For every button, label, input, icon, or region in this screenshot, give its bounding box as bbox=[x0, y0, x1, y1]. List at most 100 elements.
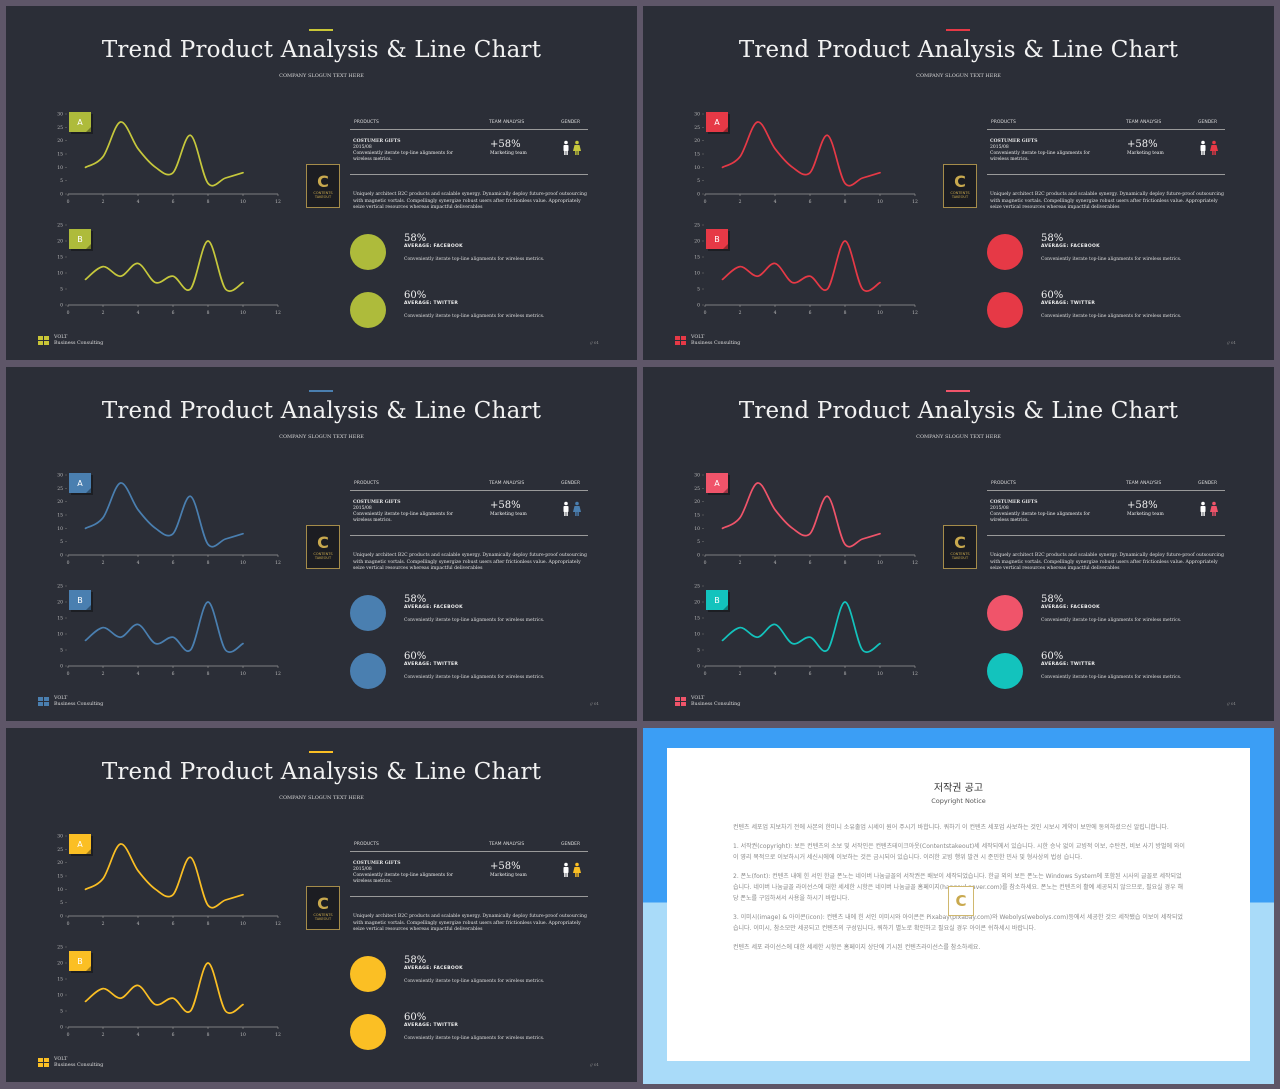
header-products: PRODUCTS bbox=[354, 120, 379, 125]
stat-text: Conveniently iterate top-line alignments… bbox=[1041, 675, 1182, 680]
brand-grid-cell bbox=[44, 1063, 49, 1067]
accent-line bbox=[309, 751, 333, 753]
logo-letter: C bbox=[954, 532, 966, 552]
y-tick-label: 25 bbox=[694, 486, 700, 492]
x-tick-label: 4 bbox=[137, 1032, 140, 1038]
slide-slogan: COMPANY SLOGUN TEXT HERE bbox=[916, 73, 1001, 79]
footer-subtitle: Business Consulting bbox=[54, 1063, 104, 1068]
copyright-title: 저작권 공고 bbox=[933, 783, 984, 794]
x-tick-label: 2 bbox=[102, 671, 105, 677]
brand-grid-cell bbox=[44, 1058, 49, 1062]
stat-facebook: 58% AVERAGE: FACEBOOK Conveniently iterate… bbox=[1041, 594, 1181, 623]
x-tick-label: 10 bbox=[877, 199, 883, 205]
x-tick-label: 6 bbox=[172, 671, 175, 677]
product-name: COSTUMER GIFTS bbox=[353, 139, 401, 144]
gender-icons bbox=[563, 140, 581, 155]
header-products: PRODUCTS bbox=[991, 481, 1016, 486]
series-b-line bbox=[84, 962, 244, 1014]
x-tick-label: 0 bbox=[67, 671, 70, 677]
y-tick-label: 25 bbox=[57, 125, 63, 131]
brand-grid-cell bbox=[675, 336, 680, 340]
y-tick-label: 20 bbox=[694, 138, 700, 144]
male-icon bbox=[1200, 140, 1206, 155]
contents-logo: C CONTENTS TAKEOUT bbox=[943, 525, 977, 569]
x-tick-label: 0 bbox=[704, 310, 707, 316]
stat-circle-twitter bbox=[350, 292, 386, 328]
x-tick-label: 4 bbox=[774, 560, 777, 566]
x-tick-label: 2 bbox=[739, 560, 742, 566]
stat-text: Conveniently iterate top-line alignments… bbox=[404, 618, 545, 623]
x-tick-label: 8 bbox=[207, 921, 210, 927]
y-tick-label: 5 bbox=[697, 648, 700, 654]
product-date: 2015/08 bbox=[353, 867, 372, 872]
stat-twitter: 60% AVERAGE: TWITTER Conveniently iterate … bbox=[1041, 651, 1181, 680]
logo-text: CONTENTS TAKEOUT bbox=[313, 190, 333, 199]
y-tick-label: 5 bbox=[60, 1009, 63, 1015]
y-tick-label: 15 bbox=[694, 513, 700, 519]
table-divider bbox=[350, 896, 588, 897]
x-tick-label: 6 bbox=[172, 560, 175, 566]
x-tick-label: 12 bbox=[912, 310, 918, 316]
x-tick-label: 10 bbox=[877, 310, 883, 316]
x-tick-label: 12 bbox=[275, 560, 281, 566]
y-tick-label: 0 bbox=[60, 553, 63, 559]
x-tick-label: 6 bbox=[809, 671, 812, 677]
series-a-line bbox=[721, 482, 881, 548]
x-tick-label: 12 bbox=[275, 921, 281, 927]
stat-facebook: 58% AVERAGE: FACEBOOK Conveniently iterate… bbox=[404, 594, 544, 623]
y-tick-label: 5 bbox=[60, 287, 63, 293]
product-date: 2015/08 bbox=[353, 145, 372, 150]
header-team-analysis: TEAM ANALYSIS bbox=[489, 481, 525, 486]
copyright-paragraph-license: 컨텐츠 세포 라이선스에 대한 세세한 시항은 홈페이지 상단에 기시된 컨텐츠… bbox=[733, 944, 981, 951]
female-icon bbox=[1210, 140, 1218, 155]
contents-logo: C CONTENTS TAKEOUT bbox=[306, 525, 340, 569]
y-tick-label: 15 bbox=[694, 255, 700, 261]
stat-percent: 58% bbox=[404, 955, 427, 966]
x-tick-label: 2 bbox=[739, 199, 742, 205]
slide-title: Trend Product Analysis & Line Chart bbox=[738, 398, 1179, 424]
y-tick-label: 30 bbox=[57, 473, 63, 479]
y-tick-label: 10 bbox=[57, 887, 63, 893]
x-tick-label: 12 bbox=[912, 671, 918, 677]
copyright-subtitle: Copyright Notice bbox=[931, 797, 986, 805]
stat-text: Conveniently iterate top-line alignments… bbox=[404, 314, 545, 319]
metric-label: Marketing team bbox=[490, 151, 527, 156]
x-tick-label: 4 bbox=[137, 199, 140, 205]
stat-circle-twitter bbox=[987, 292, 1023, 328]
description-text: Uniquely architect B2C products and scal… bbox=[990, 553, 1224, 571]
x-tick-label: 8 bbox=[844, 199, 847, 205]
tag-b: B bbox=[706, 229, 728, 249]
header-products: PRODUCTS bbox=[354, 842, 379, 847]
header-team-analysis: TEAM ANALYSIS bbox=[489, 120, 525, 125]
series-a-line bbox=[84, 843, 244, 909]
team-metric: +58% Marketing team bbox=[1127, 500, 1164, 518]
line-chart-b: 0 2 4 6 8 10 12 0 5 10 15 20 25 bbox=[57, 945, 281, 1039]
y-tick-label: 5 bbox=[60, 178, 63, 184]
x-tick-label: 2 bbox=[102, 1032, 105, 1038]
y-tick-label: 30 bbox=[694, 473, 700, 479]
stat-twitter: 60% AVERAGE: TWITTER Conveniently iterate … bbox=[404, 651, 544, 680]
stat-label: AVERAGE: TWITTER bbox=[404, 662, 459, 667]
stat-facebook: 58% AVERAGE: FACEBOOK Conveniently iterate… bbox=[404, 955, 544, 984]
stat-label: AVERAGE: TWITTER bbox=[404, 301, 459, 306]
footer-name: VOLT Business Consulting bbox=[54, 696, 103, 708]
stat-circle-facebook bbox=[987, 595, 1023, 631]
y-tick-label: 20 bbox=[57, 600, 63, 606]
male-icon bbox=[563, 862, 569, 877]
copyright-paragraph-image: 3. 이미시(image) & 아이콘(icon): 컨텐츠 내에 힌 서인 이… bbox=[733, 914, 1183, 932]
brand-grid-icon bbox=[38, 336, 49, 346]
x-tick-label: 6 bbox=[809, 310, 812, 316]
x-tick-label: 8 bbox=[207, 310, 210, 316]
y-tick-label: 10 bbox=[57, 632, 63, 638]
brand-grid-cell bbox=[38, 1063, 43, 1067]
header-gender: GENDER bbox=[561, 481, 581, 486]
y-tick-label: 20 bbox=[694, 600, 700, 606]
header-gender: GENDER bbox=[561, 842, 581, 847]
stat-label: AVERAGE: FACEBOOK bbox=[404, 966, 463, 971]
x-tick-label: 2 bbox=[102, 199, 105, 205]
brand-grid-cell bbox=[681, 702, 686, 706]
accent-line bbox=[946, 29, 970, 31]
header-products: PRODUCTS bbox=[991, 120, 1016, 125]
stat-circle-facebook bbox=[987, 234, 1023, 270]
slide-3: Trend Product Analysis & Line Chart COMPA… bbox=[6, 367, 637, 721]
